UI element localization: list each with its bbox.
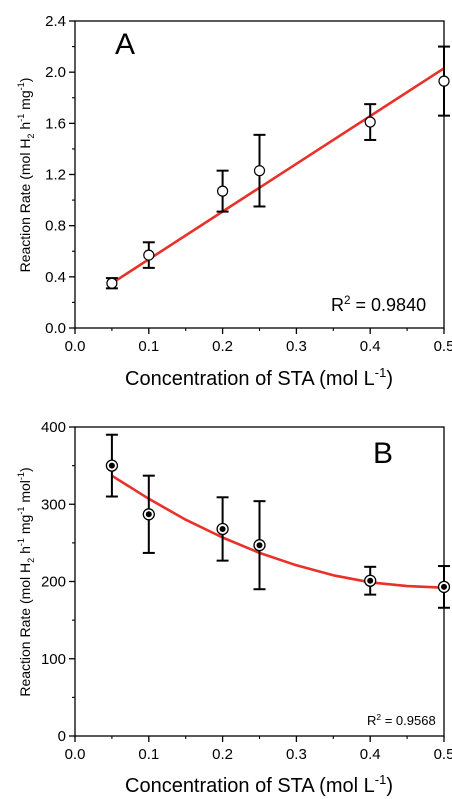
marker-open-circle xyxy=(106,277,118,289)
x-tick-label: 0.1 xyxy=(138,746,159,763)
data-point xyxy=(105,277,118,290)
chart-b-points-layer xyxy=(105,433,451,609)
marker-open-circle xyxy=(253,165,266,177)
chart-a-y-axis: 0.0 0.4 0.8 1.2 1.6 2.0 2.4 xyxy=(45,13,75,337)
x-tick-label: 0.4 xyxy=(360,746,381,763)
data-point xyxy=(142,474,155,554)
data-point xyxy=(364,103,377,141)
chart-b-x-axis: 0.0 0.1 0.2 0.3 0.4 0.5 xyxy=(65,736,452,763)
x-tick-label: 0.2 xyxy=(212,746,233,763)
marker-dot xyxy=(145,511,152,518)
chart-b-fit-layer xyxy=(111,474,445,589)
data-point xyxy=(216,169,229,213)
x-tick-label: 0.0 xyxy=(65,338,86,355)
chart-a-points-layer xyxy=(105,45,450,290)
y-tick-label: 200 xyxy=(41,574,66,591)
chart-a: 0.0 0.1 0.2 0.3 0.4 0.5 0.0 0.4 0.8 1.2 1.6 2.0 2.4… xyxy=(16,13,452,390)
y-tick-label: 0.8 xyxy=(45,218,66,235)
marker-dot xyxy=(367,577,374,584)
y-tick-label: 100 xyxy=(41,651,66,668)
chart-b-y-axis-label: Reaction Rate (mol H2 h-1 mg-1 mol-1) xyxy=(16,467,36,696)
marker-dot xyxy=(108,462,115,469)
marker-dot xyxy=(256,542,263,549)
chart-b-panel-label: B xyxy=(373,437,393,470)
marker-dot xyxy=(219,525,226,532)
y-tick-label: 0.0 xyxy=(45,320,66,337)
data-point xyxy=(253,133,266,208)
x-tick-label: 0.5 xyxy=(434,338,452,355)
chart-b: 0.0 0.1 0.2 0.3 0.4 0.5 0 100 200 300 400 B R2 = … xyxy=(16,419,452,797)
marker-open-circle xyxy=(364,116,376,128)
y-tick-label: 1.2 xyxy=(45,167,66,184)
chart-b-r2-label: R2 = 0.9568 xyxy=(367,712,436,728)
fit-line xyxy=(111,67,445,285)
x-tick-label: 0.3 xyxy=(286,338,307,355)
marker-open-circle xyxy=(143,249,155,261)
y-tick-label: 300 xyxy=(41,496,66,513)
x-tick-label: 0.4 xyxy=(360,338,381,355)
x-tick-label: 0.5 xyxy=(434,746,452,763)
y-tick-label: 2.4 xyxy=(45,13,66,30)
data-point xyxy=(253,500,266,591)
chart-a-r2-label: R2 = 0.9840 xyxy=(331,294,426,315)
data-point xyxy=(364,565,377,596)
chart-a-panel-label: A xyxy=(115,28,135,61)
data-point xyxy=(438,45,450,117)
chart-a-x-axis-label: Concentration of STA (mol L-1) xyxy=(125,365,393,390)
fit-line xyxy=(111,474,445,589)
x-tick-label: 0.3 xyxy=(286,746,307,763)
marker-dot xyxy=(441,583,447,590)
y-tick-label: 0.4 xyxy=(45,269,66,286)
data-point xyxy=(105,433,119,498)
y-tick-label: 1.6 xyxy=(45,115,66,132)
data-point xyxy=(437,565,451,609)
marker-open-circle xyxy=(438,75,450,87)
y-tick-label: 400 xyxy=(41,419,66,436)
chart-a-x-axis: 0.0 0.1 0.2 0.3 0.4 0.5 xyxy=(65,328,452,355)
x-tick-label: 0.2 xyxy=(212,338,233,355)
x-tick-label: 0.1 xyxy=(138,338,159,355)
chart-a-y-axis-label: Reaction Rate (mol H2 h-1 mg-1) xyxy=(16,78,36,273)
marker-open-circle xyxy=(217,185,229,197)
chart-b-y-axis: 0 100 200 300 400 xyxy=(41,419,75,745)
data-point xyxy=(216,496,229,562)
chart-a-fit-layer xyxy=(111,67,445,285)
y-tick-label: 0 xyxy=(58,728,66,745)
data-point xyxy=(142,241,155,269)
chart-b-x-axis-label: Concentration of STA (mol L-1) xyxy=(125,772,393,797)
x-tick-label: 0.0 xyxy=(65,746,86,763)
y-tick-label: 2.0 xyxy=(45,64,66,81)
